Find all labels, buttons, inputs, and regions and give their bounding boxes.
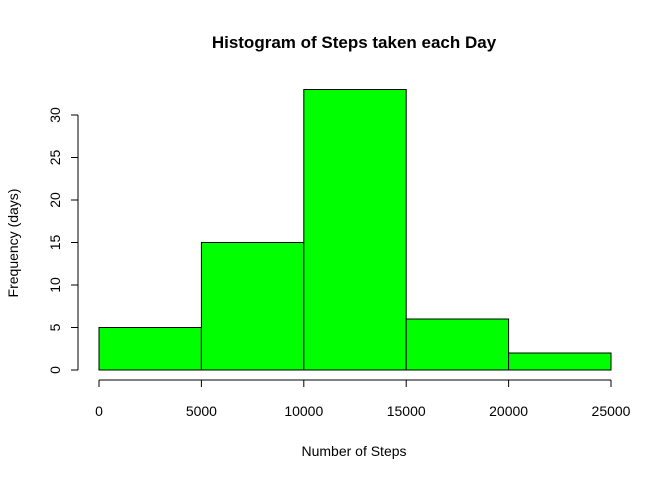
y-tick-label-1: 5 [47,323,63,331]
y-axis: 0 5 10 15 20 25 30 [47,107,79,374]
x-tick-label-4: 20000 [489,403,528,419]
y-tick-label-5: 25 [47,150,63,166]
x-tick-label-0: 0 [95,403,103,419]
chart-title: Histogram of Steps taken each Day [212,33,497,52]
histogram-bar-4 [508,352,612,371]
x-tick-label-2: 10000 [284,403,323,419]
x-axis: 0 5000 10000 15000 20000 25000 [95,379,631,419]
histogram-bar-3 [405,318,510,371]
y-tick-label-0: 0 [47,366,63,374]
y-tick-label-3: 15 [47,235,63,251]
x-tick-label-3: 15000 [387,403,426,419]
x-axis-label: Number of Steps [301,443,406,459]
y-tick-label-2: 10 [47,277,63,293]
bars-group [98,89,612,371]
y-tick-label-4: 20 [47,192,63,208]
histogram-bar-2 [303,89,407,371]
histogram-bar-1 [200,242,305,371]
y-tick-label-6: 30 [47,107,63,123]
histogram-bar-0 [98,327,202,371]
x-tick-label-1: 5000 [186,403,217,419]
y-axis-label: Frequency (days) [5,189,21,298]
x-tick-label-5: 25000 [592,403,631,419]
